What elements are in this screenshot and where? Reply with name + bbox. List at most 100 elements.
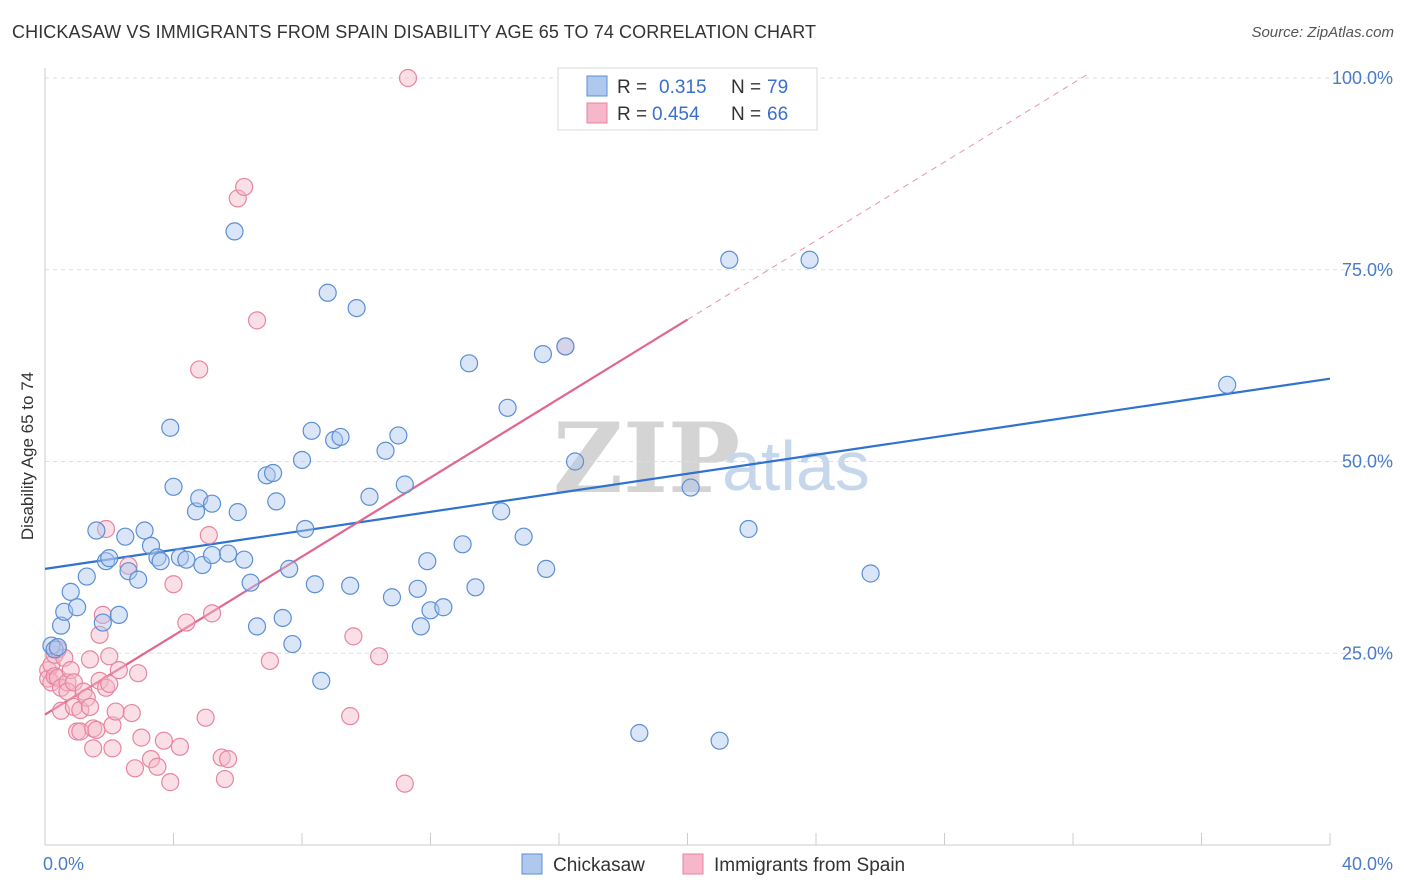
point-chickasaw bbox=[202, 545, 222, 565]
point-chickasaw bbox=[382, 588, 402, 607]
point-chickasaw bbox=[720, 250, 739, 269]
point-chickasaw bbox=[296, 519, 315, 539]
point-spain bbox=[177, 613, 196, 632]
y-tick-label: 100.0% bbox=[1332, 68, 1393, 88]
correlation-legend: R = 0.315 N = 79 R = 0.454 N = 66 bbox=[557, 67, 818, 131]
point-chickasaw bbox=[241, 573, 260, 592]
source-credit: Source: ZipAtlas.com bbox=[1251, 24, 1394, 41]
point-chickasaw bbox=[100, 549, 119, 568]
point-spain bbox=[80, 697, 100, 717]
point-chickasaw bbox=[151, 552, 170, 571]
point-chickasaw bbox=[630, 723, 649, 743]
legend-swatch-spain bbox=[586, 102, 608, 124]
point-spain bbox=[119, 556, 138, 575]
series-label-spain: Immigrants from Spain bbox=[714, 855, 905, 876]
legend-n-value: 66 bbox=[767, 104, 788, 125]
legend-n-value: 79 bbox=[767, 77, 788, 98]
point-chickasaw bbox=[135, 521, 154, 540]
point-chickasaw bbox=[87, 521, 106, 540]
point-spain bbox=[125, 759, 145, 778]
point-spain bbox=[219, 749, 238, 769]
point-chickasaw bbox=[96, 552, 116, 571]
axis-layer bbox=[44, 68, 1331, 846]
point-chickasaw bbox=[498, 398, 517, 417]
point-chickasaw bbox=[533, 345, 553, 364]
point-chickasaw bbox=[341, 576, 360, 595]
point-spain bbox=[93, 605, 112, 625]
point-spain bbox=[215, 769, 234, 789]
point-chickasaw bbox=[556, 337, 575, 356]
point-chickasaw bbox=[161, 418, 180, 437]
point-spain bbox=[129, 664, 148, 683]
point-chickasaw bbox=[267, 492, 286, 511]
point-chickasaw bbox=[418, 552, 437, 571]
point-chickasaw bbox=[228, 503, 247, 522]
point-spain bbox=[103, 739, 122, 758]
point-chickasaw bbox=[466, 578, 485, 597]
point-chickasaw bbox=[347, 299, 366, 318]
x-tick-label: 40.0% bbox=[1342, 854, 1393, 874]
series-legend: Chickasaw Immigrants from Spain bbox=[521, 853, 905, 876]
point-chickasaw bbox=[492, 502, 511, 521]
point-spain bbox=[344, 627, 363, 646]
tick-label-layer: 25.0% 50.0% 75.0% 100.0% 0.0% 40.0% bbox=[43, 68, 1393, 874]
point-spain bbox=[190, 360, 209, 379]
point-spain bbox=[395, 774, 414, 793]
legend-r-value: 0.454 bbox=[652, 104, 700, 125]
legend-n-label: N = bbox=[731, 104, 766, 125]
point-chickasaw bbox=[395, 475, 414, 494]
point-spain bbox=[132, 728, 151, 747]
legend-swatch-chickasaw bbox=[586, 75, 608, 97]
point-chickasaw bbox=[318, 283, 337, 302]
point-chickasaw bbox=[177, 550, 196, 569]
point-chickasaw bbox=[312, 671, 331, 690]
point-spain bbox=[103, 716, 122, 735]
legend-r-value: 0.315 bbox=[659, 77, 707, 98]
trend-layer bbox=[44, 72, 1331, 716]
point-spain bbox=[100, 674, 119, 694]
point-chickasaw bbox=[861, 564, 880, 583]
point-chickasaw bbox=[565, 452, 585, 471]
point-chickasaw bbox=[93, 613, 112, 632]
point-chickasaw bbox=[411, 617, 430, 636]
point-chickasaw bbox=[292, 450, 312, 470]
y-tick-label: 25.0% bbox=[1342, 643, 1393, 663]
point-spain bbox=[100, 647, 119, 666]
point-chickasaw bbox=[77, 567, 96, 586]
point-chickasaw bbox=[376, 441, 395, 460]
point-chickasaw bbox=[109, 605, 128, 625]
point-spain bbox=[196, 708, 215, 727]
point-spain bbox=[199, 526, 218, 545]
point-chickasaw bbox=[302, 421, 321, 440]
point-chickasaw bbox=[247, 617, 267, 636]
point-spain bbox=[122, 703, 141, 723]
point-chickasaw bbox=[45, 640, 64, 659]
point-chickasaw bbox=[219, 544, 238, 563]
y-tick-label: 50.0% bbox=[1342, 452, 1393, 472]
point-chickasaw bbox=[331, 427, 350, 447]
point-spain bbox=[106, 702, 125, 721]
legend-n-label: N = bbox=[731, 77, 766, 98]
point-spain bbox=[154, 731, 173, 750]
point-spain bbox=[109, 661, 128, 680]
point-chickasaw bbox=[389, 426, 408, 445]
point-chickasaw bbox=[273, 608, 292, 628]
legend-r-label: R = bbox=[617, 77, 652, 98]
point-chickasaw bbox=[514, 527, 533, 546]
point-chickasaw bbox=[739, 519, 758, 539]
point-chickasaw bbox=[1218, 375, 1237, 394]
point-chickasaw bbox=[51, 616, 71, 635]
point-chickasaw bbox=[263, 463, 283, 483]
point-chickasaw bbox=[434, 598, 453, 617]
trend-line-chickasaw bbox=[44, 377, 1331, 570]
point-spain bbox=[228, 189, 247, 208]
y-tick-label: 75.0% bbox=[1342, 260, 1393, 280]
point-spain bbox=[235, 177, 254, 197]
legend-r-label: R = bbox=[617, 104, 652, 125]
point-chickasaw bbox=[48, 638, 67, 657]
point-spain bbox=[341, 707, 360, 726]
point-chickasaw bbox=[141, 536, 161, 555]
point-chickasaw bbox=[116, 527, 135, 546]
point-spain bbox=[80, 650, 100, 669]
point-chickasaw bbox=[202, 494, 222, 513]
